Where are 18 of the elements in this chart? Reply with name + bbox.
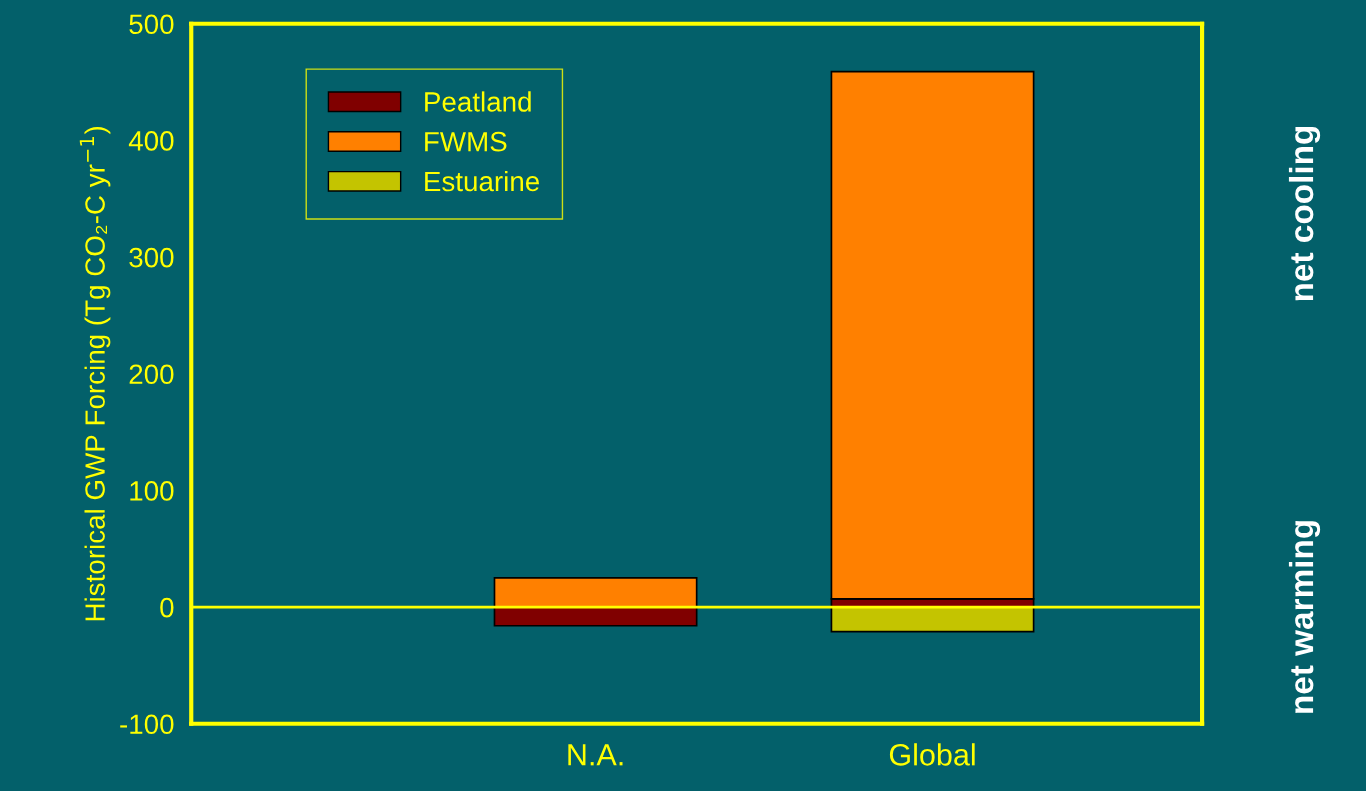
- y-axis-title: Historical GWP Forcing (Tg CO₂-C yr$^{−1}$): [79, 126, 111, 621]
- legend-label: Estuarine: [425, 170, 539, 192]
- x-tick-label: N.A.: [568, 744, 623, 766]
- y-tick-label: -100: [120, 714, 174, 735]
- y-tick-label: 100: [130, 481, 174, 501]
- y-tick-label: 200: [129, 364, 174, 385]
- bar: [493, 606, 698, 627]
- x-tick-label: Global: [889, 743, 975, 766]
- legend-label: Peatland: [425, 91, 531, 112]
- bar: [830, 606, 1035, 633]
- y-tick-label: 400: [128, 131, 174, 151]
- y-tick-label: 300: [129, 247, 174, 268]
- text: net cooling: [1288, 126, 1321, 301]
- text: net warming: [1288, 521, 1321, 713]
- bar: [493, 577, 698, 608]
- y-tick-label: 500: [129, 14, 174, 35]
- y-tick-label: 0: [160, 597, 174, 618]
- legend-label: FWMS: [425, 131, 507, 152]
